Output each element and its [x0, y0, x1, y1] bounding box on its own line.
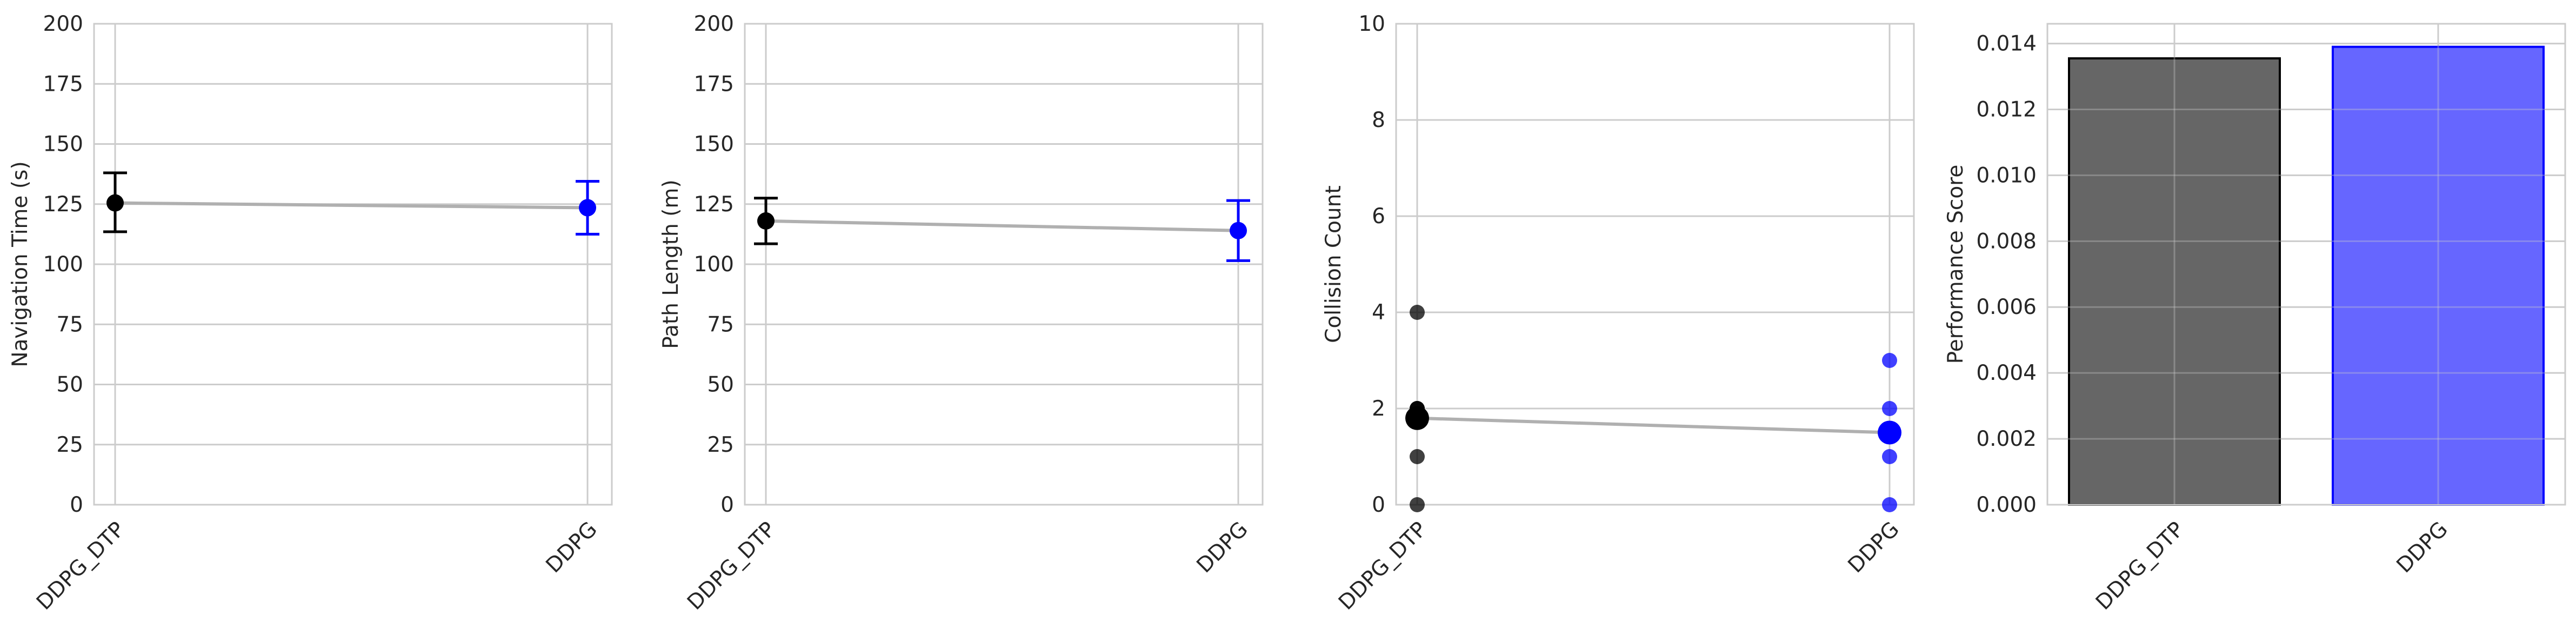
y-tick-label: 175: [694, 72, 734, 96]
x-tick-label: DDPG_DTP: [683, 517, 780, 615]
y-tick-label: 100: [43, 252, 83, 277]
y-tick-label: 200: [43, 12, 83, 36]
panel-path-length: 0 25 50 75 100 125 150 175 200 DDPG_DTP DDPG Path L…: [659, 12, 1264, 615]
plot-frame: [2046, 23, 2566, 506]
plot-frame: [744, 23, 1264, 506]
x-tick-label: DDPG: [1192, 517, 1253, 578]
mean-point: [579, 199, 596, 217]
y-tick-label: 200: [694, 12, 734, 36]
y-tick-label: 8: [1372, 108, 1385, 132]
y-axis-label: Navigation Time (s): [8, 161, 32, 367]
mean-connector-line: [115, 201, 588, 210]
data-point: [1882, 497, 1897, 512]
y-tick-label: 0: [1372, 493, 1385, 517]
x-tick-label: DDPG_DTP: [1334, 517, 1432, 615]
data-point: [1410, 497, 1425, 512]
mean-point: [1405, 406, 1429, 430]
y-tick-label: 25: [707, 433, 734, 457]
y-tick-label: 175: [43, 72, 83, 96]
y-tick-label: 0.000: [1976, 493, 2037, 517]
mean-connector-line: [1417, 416, 1890, 434]
data-point: [1882, 449, 1897, 464]
mean-connector-line: [765, 219, 1239, 232]
mean-point: [1230, 222, 1247, 239]
y-tick-label: 0.012: [1976, 97, 2037, 122]
mean-point: [106, 194, 124, 212]
y-tick-label: 0.006: [1976, 295, 2037, 319]
data-point: [1410, 305, 1425, 320]
data-point: [1882, 401, 1897, 416]
data-point: [1410, 449, 1425, 464]
x-tick-label: DDPG_DTP: [32, 517, 130, 615]
mean-point: [757, 212, 775, 230]
y-tick-label: 6: [1372, 204, 1385, 229]
y-tick-label: 75: [56, 312, 83, 337]
y-tick-label: 10: [1358, 12, 1385, 36]
y-tick-label: 100: [694, 252, 734, 277]
y-tick-label: 0.008: [1976, 229, 2037, 253]
y-tick-label: 125: [694, 192, 734, 217]
y-tick-label: 0.004: [1976, 361, 2037, 385]
x-tick-label: DDPG: [1844, 517, 1904, 578]
x-tick-label: DDPG_DTP: [2091, 517, 2189, 615]
y-tick-label: 0.014: [1976, 32, 2037, 56]
y-tick-label: 50: [56, 373, 83, 397]
y-tick-label: 50: [707, 373, 734, 397]
panel-collision-count: 0 2 4 6 8 10 DDPG_DTP DDPG Collision Count: [1322, 12, 1915, 615]
y-tick-label: 2: [1372, 397, 1385, 421]
mean-point: [1878, 420, 1901, 445]
y-tick-label: 150: [43, 132, 83, 157]
y-tick-label: 25: [56, 433, 83, 457]
bar: [2332, 45, 2545, 506]
panel-navigation-time: 0 25 50 75 100 125 150 175 200 DDPG_DTP DDPG Naviga…: [8, 12, 613, 615]
plot-frame: [93, 23, 613, 506]
y-tick-label: 0: [70, 493, 83, 517]
y-tick-label: 150: [694, 132, 734, 157]
y-tick-label: 0: [720, 493, 734, 517]
panel-performance-score: 0.000 0.002 0.004 0.006 0.008 0.010 0.012 0.014…: [1944, 23, 2566, 615]
bar: [2068, 57, 2281, 506]
y-tick-label: 75: [707, 312, 734, 337]
plot-frame: [1395, 23, 1915, 506]
y-axis-label: Path Length (m): [659, 179, 683, 349]
y-tick-label: 125: [43, 192, 83, 217]
y-axis-label: Performance Score: [1944, 165, 1968, 364]
y-tick-label: 0.002: [1976, 427, 2037, 451]
x-tick-label: DDPG: [542, 517, 602, 578]
y-axis-label: Collision Count: [1322, 185, 1346, 343]
x-tick-label: DDPG: [2392, 517, 2453, 578]
y-tick-label: 0.010: [1976, 163, 2037, 188]
data-point: [1882, 353, 1897, 368]
y-tick-label: 4: [1372, 300, 1385, 325]
